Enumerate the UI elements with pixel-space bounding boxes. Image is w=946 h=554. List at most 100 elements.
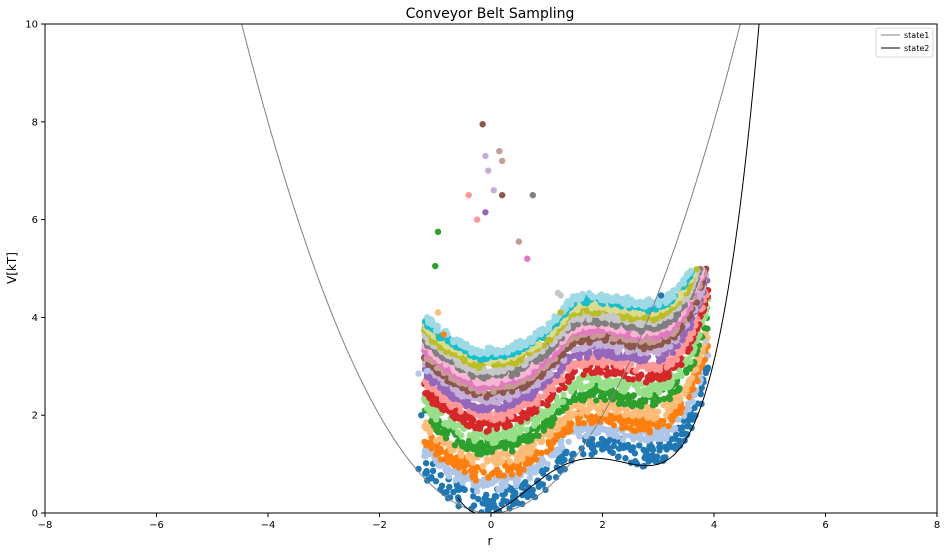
scatter-point <box>663 446 670 453</box>
scatter-point <box>555 431 562 439</box>
scatter-point <box>508 471 516 478</box>
scatter-point <box>598 401 605 408</box>
scatter-point <box>631 418 638 426</box>
scatter-point <box>691 391 698 399</box>
scatter-point <box>512 482 520 489</box>
scatter-point <box>603 384 610 391</box>
scatter-point <box>656 421 664 428</box>
scatter-point <box>453 387 460 394</box>
scatter-point <box>662 454 669 461</box>
scatter-point <box>560 351 567 358</box>
scatter-point <box>685 380 693 387</box>
scatter-point <box>611 381 619 388</box>
scatter-point <box>539 437 546 445</box>
scatter-point <box>642 398 649 405</box>
scatter-point <box>628 316 635 323</box>
scatter-point <box>650 385 657 393</box>
scatter-point <box>684 400 692 407</box>
scatter-point <box>661 321 669 328</box>
scatter-point <box>461 463 468 470</box>
scatter-point <box>644 391 651 398</box>
scatter-point <box>434 410 441 418</box>
scatter-point <box>437 461 444 469</box>
scatter-point <box>582 383 590 391</box>
scatter-point <box>603 371 610 379</box>
scatter-point <box>588 369 596 377</box>
scatter-point <box>560 357 568 364</box>
scatter-point <box>678 404 686 412</box>
scatter-point <box>534 449 541 457</box>
scatter-point <box>495 485 502 493</box>
scatter-point <box>679 344 687 352</box>
scatter-point <box>602 320 609 327</box>
scatter-point <box>530 422 538 429</box>
scatter-point <box>595 375 602 382</box>
scatter-point <box>632 356 640 363</box>
scatter-point <box>455 502 462 510</box>
scatter-point <box>628 445 635 453</box>
scatter-point <box>519 455 526 463</box>
scatter-point <box>422 459 430 467</box>
scatter-point <box>529 443 536 450</box>
scatter-point <box>547 443 555 451</box>
scatter-point <box>531 469 539 476</box>
scatter-point <box>527 450 534 457</box>
scatter-point <box>648 443 655 450</box>
scatter-point <box>445 458 452 466</box>
scatter-point <box>647 376 655 383</box>
scatter-point <box>472 477 480 484</box>
scatter-point <box>503 440 511 447</box>
scatter-point <box>667 389 675 396</box>
scatter-point <box>521 402 528 409</box>
scatter-point <box>445 390 452 398</box>
scatter-point <box>577 391 584 399</box>
scatter-point <box>683 431 691 439</box>
scatter-point <box>677 409 684 416</box>
scatter-point <box>422 453 429 460</box>
scatter-point <box>603 352 611 359</box>
scatter-point <box>630 392 638 399</box>
scatter-point <box>568 388 575 395</box>
scatter-point <box>570 396 577 403</box>
scatter-point <box>504 418 511 426</box>
scatter-point <box>550 402 557 410</box>
scatter-point <box>454 457 461 465</box>
scatter-point <box>485 473 492 481</box>
scatter-point <box>488 433 495 441</box>
scatter-point <box>452 476 459 484</box>
scatter-point <box>587 413 595 420</box>
scatter-point <box>645 453 653 461</box>
scatter-point <box>433 399 440 406</box>
scatter-point <box>518 484 525 491</box>
scatter-point <box>481 412 488 419</box>
scatter-point <box>594 359 601 366</box>
scatter-point <box>470 493 477 500</box>
scatter-point <box>586 348 593 356</box>
scatter-point <box>609 396 617 403</box>
scatter-point <box>546 370 553 378</box>
chart-title: Conveyor Belt Sampling <box>406 6 575 22</box>
scatter-point <box>610 368 618 375</box>
scatter-point <box>616 346 623 353</box>
scatter-point <box>664 382 671 390</box>
scatter-point <box>571 360 578 368</box>
scatter-point <box>525 484 532 491</box>
scatter-point <box>681 331 688 338</box>
scatter-point <box>536 461 543 469</box>
scatter-point <box>473 435 481 442</box>
scatter-point <box>533 398 541 406</box>
scatter-point <box>536 394 543 401</box>
scatter-point <box>472 468 479 476</box>
scatter-point <box>524 493 531 501</box>
scatter-point <box>459 479 466 486</box>
scatter-point <box>609 403 617 411</box>
scatter-point <box>527 437 535 444</box>
scatter-point <box>610 442 618 450</box>
scatter-point <box>516 468 523 475</box>
scatter-point <box>544 460 551 468</box>
scatter-point <box>609 449 616 457</box>
scatter-point <box>484 500 491 507</box>
scatter-point <box>642 379 650 386</box>
scatter-point <box>498 500 505 508</box>
scatter-point <box>486 505 493 512</box>
